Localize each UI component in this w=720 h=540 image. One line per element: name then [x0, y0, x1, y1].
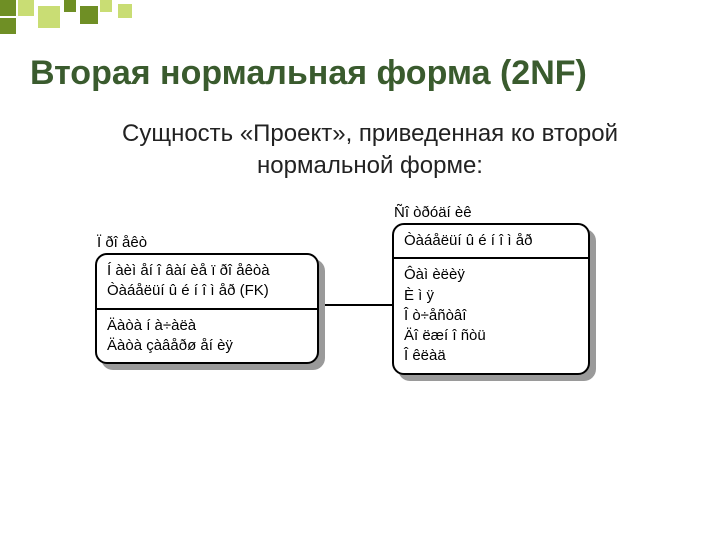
- slide-decor: [0, 0, 160, 40]
- relationship-line: [319, 304, 392, 306]
- attribute: È ì ÿ: [404, 286, 578, 306]
- entity-employee-title: Ñî òðóäí èê: [392, 204, 590, 221]
- attribute: Äàòà çàâåðø åí èÿ: [107, 336, 307, 356]
- decor-square: [18, 0, 34, 16]
- entity-project-box: Í àèì åí î âàí èå ï ðî åêòàÒàáåëüí û é í…: [95, 253, 319, 364]
- pk-attribute: Í àèì åí î âàí èå ï ðî åêòà: [107, 261, 307, 281]
- decor-square: [80, 6, 98, 24]
- entity-employee-attr-section: Ôàì èëèÿÈ ì ÿÎ ò÷åñòâîÄî ëæí î ñòüÎ êëàä: [394, 259, 588, 372]
- decor-square: [38, 6, 60, 28]
- entity-project-title: Ï ðî åêò: [95, 234, 319, 251]
- decor-square: [118, 4, 132, 18]
- entity-project-attr-section: Äàòà í à÷àëàÄàòà çàâåðø åí èÿ: [97, 310, 317, 363]
- attribute: Äàòà í à÷àëà: [107, 316, 307, 336]
- entity-employee-box: Òàáåëüí û é í î ì åð Ôàì èëèÿÈ ì ÿÎ ò÷åñ…: [392, 223, 590, 375]
- attribute: Ôàì èëèÿ: [404, 265, 578, 285]
- attribute: Î êëàä: [404, 346, 578, 366]
- entity-employee-pk-section: Òàáåëüí û é í î ì åð: [394, 225, 588, 257]
- slide-subtitle: Сущность «Проект», приведенная ко второй…: [80, 118, 660, 183]
- attribute: Î ò÷åñòâî: [404, 306, 578, 326]
- pk-attribute: Òàáåëüí û é í î ì åð: [404, 231, 578, 251]
- entity-project: Ï ðî åêò Í àèì åí î âàí èå ï ðî åêòàÒàáå…: [95, 234, 319, 364]
- entity-project-pk-section: Í àèì åí î âàí èå ï ðî åêòàÒàáåëüí û é í…: [97, 255, 317, 308]
- pk-attribute: Òàáåëüí û é í î ì åð (FK): [107, 281, 307, 301]
- decor-square: [100, 0, 112, 12]
- decor-square: [0, 0, 16, 16]
- decor-square: [0, 18, 16, 34]
- slide-title: Вторая нормальная форма (2NF): [30, 54, 587, 93]
- attribute: Äî ëæí î ñòü: [404, 326, 578, 346]
- entity-employee: Ñî òðóäí èê Òàáåëüí û é í î ì åð Ôàì èëè…: [392, 204, 590, 375]
- er-diagram: Ï ðî åêò Í àèì åí î âàí èå ï ðî åêòàÒàáå…: [0, 200, 720, 480]
- decor-square: [64, 0, 76, 12]
